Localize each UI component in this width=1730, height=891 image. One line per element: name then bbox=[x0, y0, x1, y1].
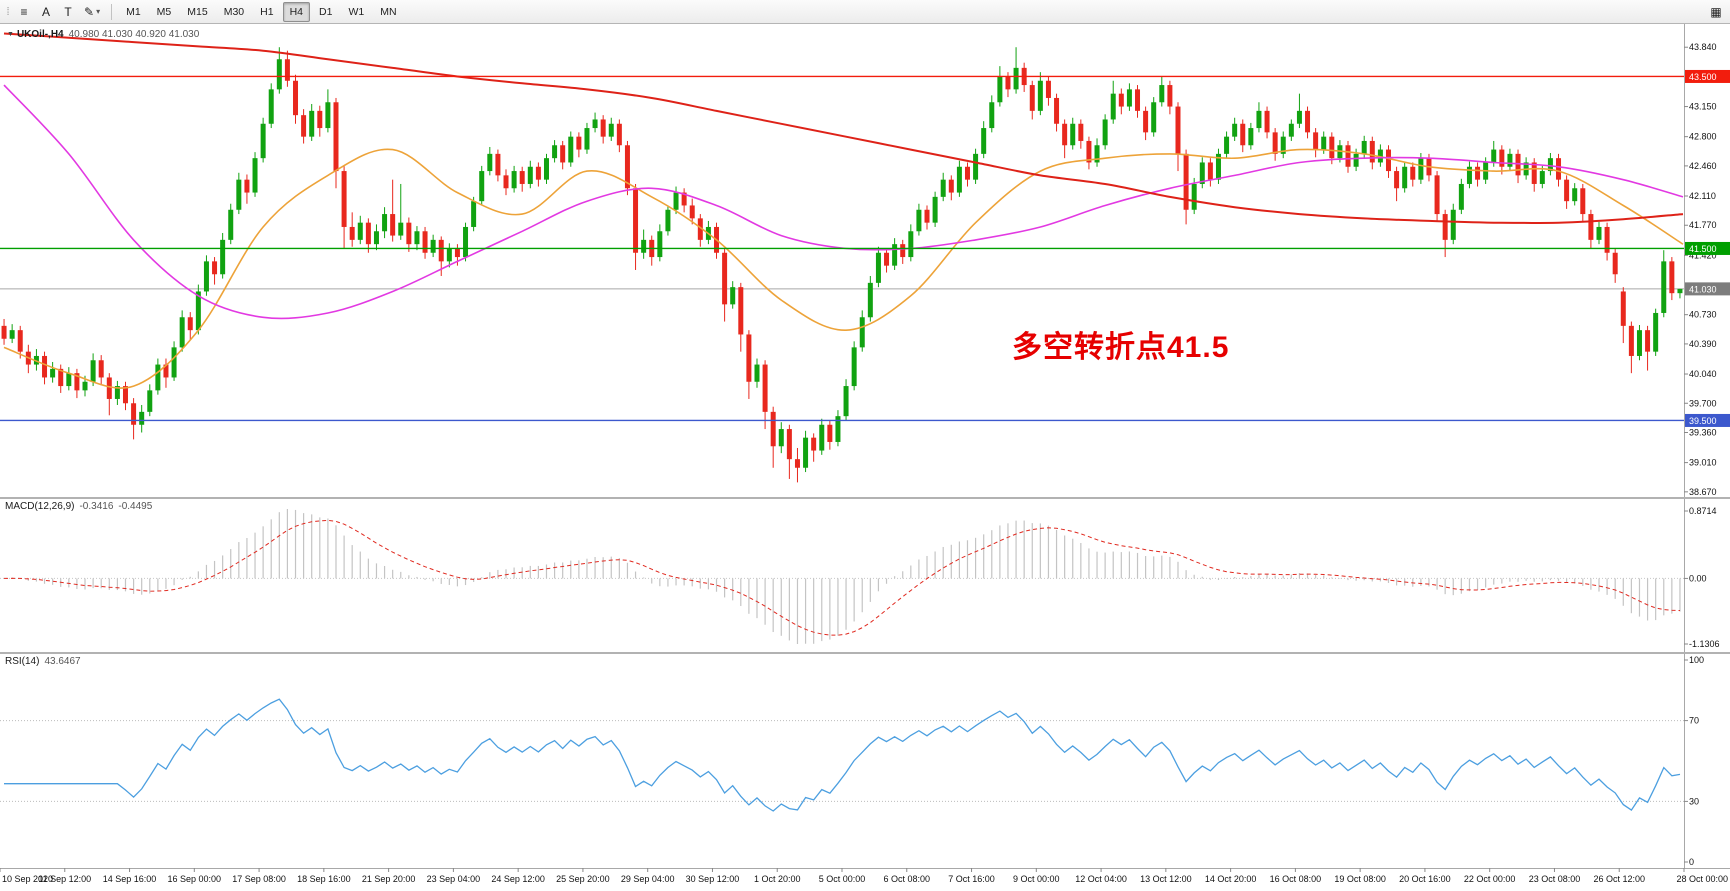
timeframe-button-d1[interactable]: D1 bbox=[312, 2, 339, 22]
time-axis-label: 14 Sep 16:00 bbox=[103, 874, 157, 884]
pane-splitter-macd[interactable] bbox=[0, 497, 1730, 499]
time-axis-label: 1 Oct 20:00 bbox=[754, 874, 801, 884]
price-axis-label: 43.840 bbox=[1689, 42, 1717, 52]
fast-ma-line bbox=[3, 148, 1684, 389]
time-axis-label: 23 Sep 04:00 bbox=[427, 874, 481, 884]
time-axis-label: 20 Oct 16:00 bbox=[1399, 874, 1451, 884]
macd-histogram bbox=[11, 509, 1681, 644]
toolbar-separator bbox=[111, 3, 113, 20]
caret-down-icon: ▾ bbox=[96, 7, 101, 16]
price-axis-label: 43.150 bbox=[1689, 102, 1717, 112]
price-axis-label: 40.040 bbox=[1689, 369, 1717, 379]
time-axis-label: 16 Sep 00:00 bbox=[168, 874, 222, 884]
timeframe-button-mn[interactable]: MN bbox=[373, 2, 403, 22]
time-axis-label: 30 Sep 12:00 bbox=[686, 874, 740, 884]
time-axis-label: 22 Oct 00:00 bbox=[1464, 874, 1516, 884]
price-axis-label: 41.420 bbox=[1689, 250, 1717, 260]
timeframe-button-m15[interactable]: M15 bbox=[180, 2, 214, 22]
text-tool-icon[interactable]: T bbox=[58, 2, 78, 22]
time-axis-label: 23 Oct 08:00 bbox=[1529, 874, 1581, 884]
time-axis-label: 18 Sep 16:00 bbox=[297, 874, 351, 884]
timeframe-button-m1[interactable]: M1 bbox=[119, 2, 148, 22]
svg-text:41.030: 41.030 bbox=[1689, 284, 1717, 294]
time-axis-label: 9 Oct 00:00 bbox=[1013, 874, 1060, 884]
time-axis-label: 16 Oct 08:00 bbox=[1270, 874, 1322, 884]
price-axis-label: 40.730 bbox=[1689, 310, 1717, 320]
time-axis-label: 6 Oct 08:00 bbox=[884, 874, 931, 884]
time-axis-label: 5 Oct 00:00 bbox=[819, 874, 866, 884]
rsi-axis-label: 30 bbox=[1689, 796, 1699, 806]
top-toolbar: ⁞ ≡ A T ✎ ▾ M1 M5 M15 M30 H1 H4 D1 W1 MN … bbox=[0, 0, 1730, 24]
moving-average-lines bbox=[3, 32, 1684, 389]
time-axis-label: 29 Sep 04:00 bbox=[621, 874, 675, 884]
horizontal-level-lines bbox=[0, 75, 1684, 422]
price-axis-label: 42.110 bbox=[1689, 191, 1716, 201]
rsi-axis-label: 70 bbox=[1689, 716, 1699, 726]
rsi-axis-label: 100 bbox=[1689, 655, 1704, 665]
time-axis-label: 12 Oct 04:00 bbox=[1075, 874, 1127, 884]
timeframe-button-m30[interactable]: M30 bbox=[217, 2, 251, 22]
time-axis-label: 28 Oct 00:00 bbox=[1676, 874, 1728, 884]
timeframe-button-w1[interactable]: W1 bbox=[341, 2, 371, 22]
macd-axis-label: 0.8714 bbox=[1689, 506, 1717, 516]
time-axis-label: 21 Sep 20:00 bbox=[362, 874, 416, 884]
svg-text:41.500: 41.500 bbox=[1689, 244, 1717, 254]
macd-signal-line bbox=[3, 519, 1681, 636]
time-axis-label: 25 Sep 20:00 bbox=[556, 874, 610, 884]
time-axis-label: 11 Sep 12:00 bbox=[38, 874, 91, 884]
time-axis-label: 17 Sep 08:00 bbox=[232, 874, 286, 884]
draw-tool-icon[interactable]: ✎ ▾ bbox=[80, 2, 104, 22]
price-axis-label: 42.800 bbox=[1689, 132, 1717, 142]
time-axis-label: 14 Oct 20:00 bbox=[1205, 874, 1257, 884]
price-axis-label: 39.010 bbox=[1689, 458, 1717, 468]
timeframe-button-m5[interactable]: M5 bbox=[150, 2, 179, 22]
price-tag-pivot bbox=[1685, 241, 1730, 255]
current-price-tag bbox=[1685, 282, 1730, 296]
mid-ma-line bbox=[3, 84, 1684, 320]
macd-axis-label: 0.00 bbox=[1689, 573, 1707, 583]
price-axis: 43.840 43.150 42.800 42.460 42.110 41.770 41.4… bbox=[1684, 42, 1730, 497]
rsi-axis-label: 0 bbox=[1689, 857, 1694, 867]
time-axis-label: 7 Oct 16:00 bbox=[948, 874, 995, 884]
pencil-icon: ✎ bbox=[84, 4, 95, 19]
price-axis-label: 40.390 bbox=[1689, 339, 1717, 349]
price-axis-label: 41.770 bbox=[1689, 220, 1717, 230]
price-axis-label: 42.460 bbox=[1689, 161, 1717, 171]
svg-text:43.500: 43.500 bbox=[1689, 72, 1717, 82]
chart-canvas[interactable]: 43.840 43.150 42.800 42.460 42.110 41.770 41.4… bbox=[0, 24, 1730, 891]
price-tag-resistance bbox=[1685, 69, 1730, 83]
tile-windows-icon[interactable]: ▦ bbox=[1706, 2, 1726, 22]
rsi-pane: 100 70 30 0 bbox=[0, 655, 1704, 867]
cursor-tool-icon[interactable]: A bbox=[36, 2, 56, 22]
time-axis-label: 24 Sep 12:00 bbox=[491, 874, 545, 884]
time-axis-label: 10 Sep 2020 bbox=[2, 874, 53, 884]
pane-splitter-rsi[interactable] bbox=[0, 652, 1730, 654]
price-axis-label: 38.670 bbox=[1689, 487, 1717, 497]
slow-ma-line bbox=[3, 32, 1684, 224]
timeframe-button-h1[interactable]: H1 bbox=[253, 2, 280, 22]
price-axis-label: 39.360 bbox=[1689, 428, 1717, 438]
price-tag-support bbox=[1685, 413, 1730, 427]
rsi-line bbox=[4, 698, 1681, 812]
charts-list-icon[interactable]: ≡ bbox=[14, 2, 34, 22]
candlestick-series bbox=[1, 47, 1683, 483]
time-axis-label: 26 Oct 12:00 bbox=[1593, 874, 1645, 884]
price-axis-label: 39.700 bbox=[1689, 398, 1717, 408]
time-axis-label: 13 Oct 12:00 bbox=[1140, 874, 1192, 884]
timeframe-button-h4[interactable]: H4 bbox=[282, 1, 311, 22]
macd-axis-label: -1.1306 bbox=[1689, 639, 1720, 649]
svg-text:39.500: 39.500 bbox=[1689, 416, 1717, 426]
macd-pane: 0.8714 0.00 -1.1306 bbox=[0, 506, 1720, 649]
time-axis-label: 19 Oct 08:00 bbox=[1334, 874, 1386, 884]
toolbar-grip[interactable]: ⁞ bbox=[6, 5, 10, 18]
